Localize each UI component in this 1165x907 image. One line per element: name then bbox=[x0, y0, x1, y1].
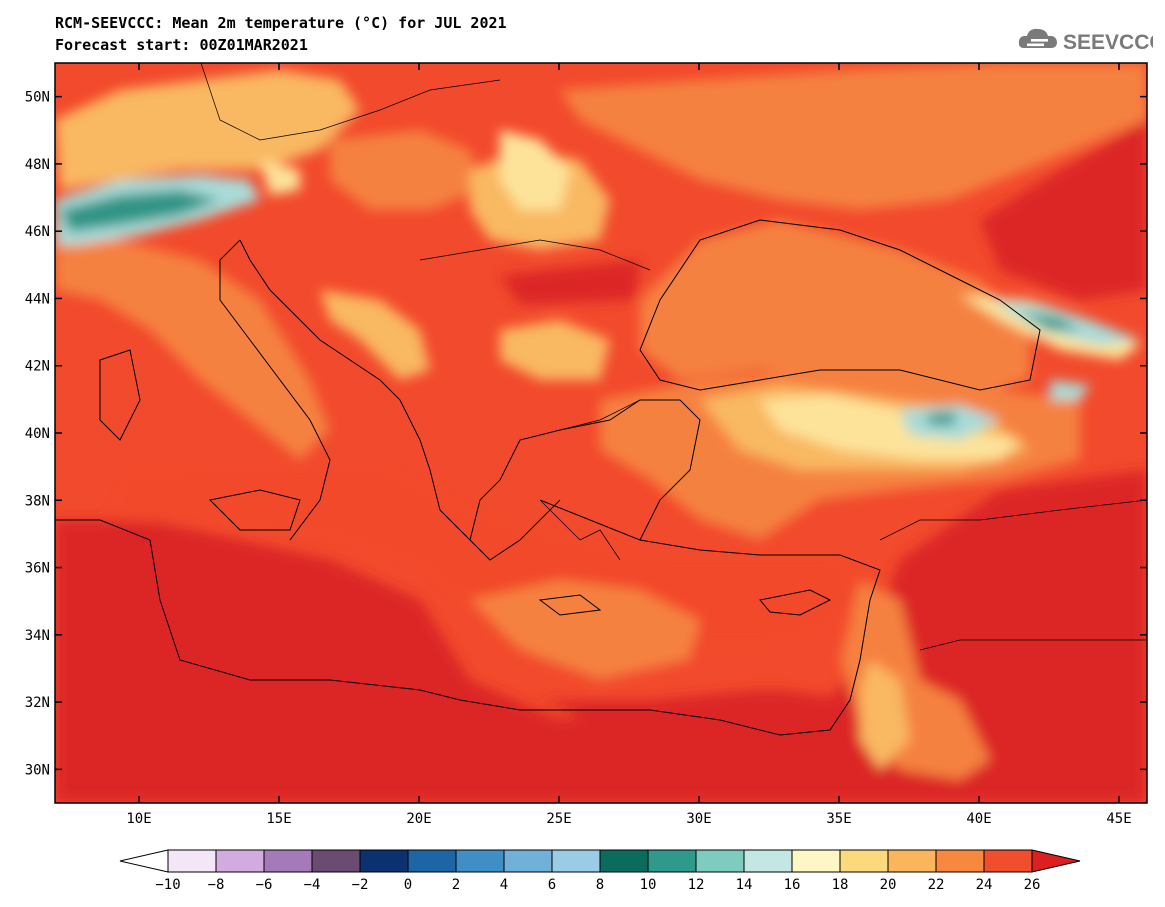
temperature-field bbox=[55, 63, 1147, 803]
colorbar-label: 12 bbox=[688, 877, 705, 893]
colorbar-swatch bbox=[887, 849, 937, 873]
colorbar-swatch bbox=[743, 849, 793, 873]
lon-label: 10E bbox=[126, 811, 151, 827]
lon-label: 15E bbox=[266, 811, 291, 827]
colorbar-label: −8 bbox=[208, 877, 225, 893]
lat-label: 50N bbox=[25, 90, 50, 106]
seevccc-logo: SEEVCCC bbox=[1018, 28, 1153, 54]
lon-label: 40E bbox=[966, 811, 991, 827]
colorbar-label: −2 bbox=[352, 877, 369, 893]
lat-label: 32N bbox=[25, 695, 50, 711]
colorbar-label: 0 bbox=[404, 877, 412, 893]
colorbar-swatch bbox=[791, 849, 841, 873]
colorbar-label: −10 bbox=[155, 877, 180, 893]
map-title: RCM-SEEVCCC: Mean 2m temperature (°C) fo… bbox=[55, 14, 507, 32]
colorbar-label: 26 bbox=[1024, 877, 1041, 893]
lat-label: 46N bbox=[25, 224, 50, 240]
lat-label: 38N bbox=[25, 493, 50, 509]
colorbar-label: 24 bbox=[976, 877, 993, 893]
colorbar-swatch bbox=[695, 849, 745, 873]
lat-label: 30N bbox=[25, 762, 50, 778]
colorbar-label: 8 bbox=[596, 877, 604, 893]
colorbar-label: 18 bbox=[832, 877, 849, 893]
colorbar-swatch bbox=[983, 849, 1033, 873]
colorbar-label: −4 bbox=[304, 877, 321, 893]
colorbar-label: 4 bbox=[500, 877, 508, 893]
colorbar-label: 22 bbox=[928, 877, 945, 893]
colorbar-swatch bbox=[167, 849, 217, 873]
colorbar-swatch bbox=[503, 849, 553, 873]
cloud-icon bbox=[1018, 28, 1057, 48]
lat-label: 44N bbox=[25, 291, 50, 307]
lon-label: 30E bbox=[686, 811, 711, 827]
latitude-axis: 50N 48N 46N 44N 42N 40N 38N 36N 34N 32N 30N bbox=[25, 90, 1147, 778]
coastlines bbox=[55, 63, 1147, 736]
colorbar-swatch bbox=[311, 849, 361, 873]
colorbar-label: 16 bbox=[784, 877, 801, 893]
colorbar-swatch bbox=[935, 849, 985, 873]
colorbar-swatch bbox=[551, 849, 601, 873]
lat-label: 34N bbox=[25, 628, 50, 644]
colorbar-label: 14 bbox=[736, 877, 753, 893]
forecast-start-subtitle: Forecast start: 00Z01MAR2021 bbox=[55, 36, 308, 54]
colorbar-swatch bbox=[215, 849, 265, 873]
colorbar-high-arrow bbox=[1031, 849, 1081, 873]
lat-label: 36N bbox=[25, 561, 50, 577]
colorbar-swatch bbox=[359, 849, 409, 873]
lat-label: 40N bbox=[25, 426, 50, 442]
lon-label: 35E bbox=[826, 811, 851, 827]
lon-label: 45E bbox=[1106, 811, 1131, 827]
colorbar-label: −6 bbox=[256, 877, 273, 893]
lon-label: 20E bbox=[406, 811, 431, 827]
colorbar-swatch bbox=[455, 849, 505, 873]
colorbar-swatch bbox=[263, 849, 313, 873]
colorbar-low-arrow bbox=[119, 849, 169, 873]
lon-label: 25E bbox=[546, 811, 571, 827]
colorbar-label: 10 bbox=[640, 877, 657, 893]
logo-text: SEEVCCC bbox=[1063, 31, 1153, 54]
colorbar-swatch bbox=[839, 849, 889, 873]
lat-label: 42N bbox=[25, 359, 50, 375]
colorbar-label: 2 bbox=[452, 877, 460, 893]
colorbar-swatch bbox=[407, 849, 457, 873]
colorbar-swatch bbox=[599, 849, 649, 873]
colorbar-label: 20 bbox=[880, 877, 897, 893]
longitude-axis: 10E 15E 20E 25E 30E 35E 40E 45E bbox=[126, 63, 1132, 827]
lat-label: 48N bbox=[25, 157, 50, 173]
colorbar-swatch bbox=[647, 849, 697, 873]
colorbar-label: 6 bbox=[548, 877, 556, 893]
